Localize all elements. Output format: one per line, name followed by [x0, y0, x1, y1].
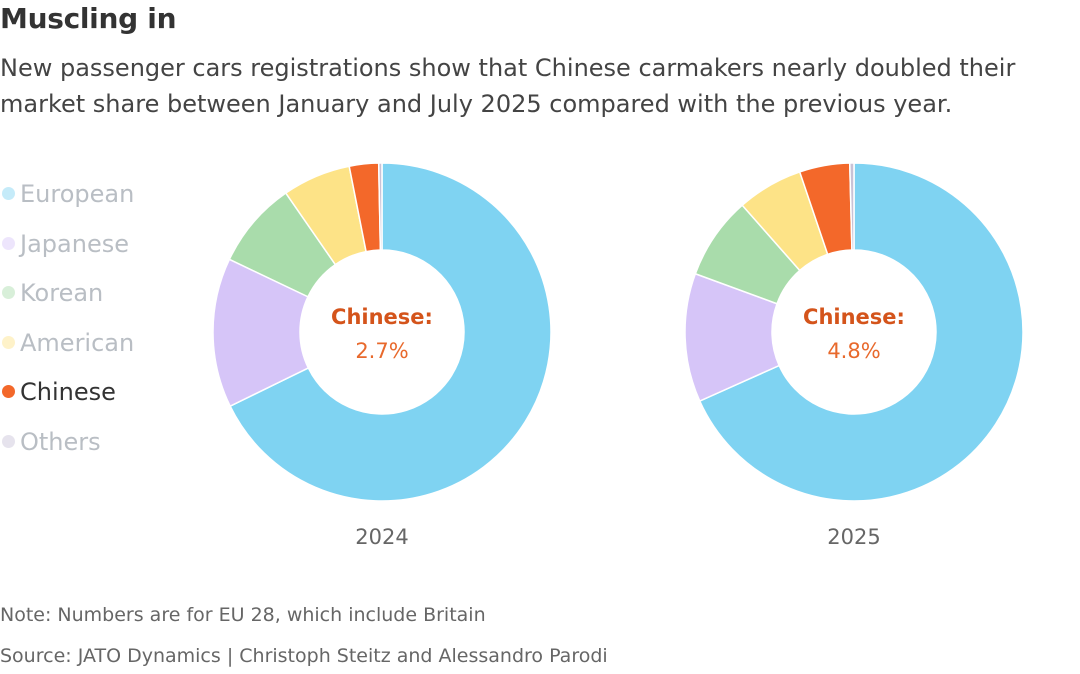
slice-2024-others[interactable]: [377, 162, 383, 251]
center-value-2025: 4.8%: [827, 339, 880, 363]
legend-label-japanese: Japanese: [20, 229, 129, 258]
legend-item-european[interactable]: European: [0, 176, 180, 226]
legend-item-korean[interactable]: Korean: [0, 275, 180, 325]
legend-dot-japanese: [2, 236, 15, 250]
legend-item-japanese[interactable]: Japanese: [0, 226, 180, 276]
slice-2024-european[interactable]: [229, 162, 552, 502]
chart-title: Muscling in: [0, 2, 177, 35]
legend-dot-american: [2, 335, 15, 349]
chart-subtitle: New passenger cars registrations show th…: [0, 54, 1016, 118]
legend-label-chinese: Chinese: [20, 378, 116, 406]
slice-2024-japanese[interactable]: [212, 258, 310, 408]
legend-label-others: Others: [20, 427, 101, 456]
slice-2025-others[interactable]: [848, 162, 855, 251]
center-label-2025: Chinese:: [803, 305, 905, 329]
footer-note: Note: Numbers are for EU 28, which inclu…: [0, 604, 486, 626]
legend-item-chinese[interactable]: Chinese: [0, 374, 180, 424]
center-label-2024: Chinese:: [331, 305, 433, 329]
legend-dot-korean: [2, 286, 15, 299]
year-label-2025: 2025: [827, 525, 880, 549]
legend-item-american[interactable]: American: [0, 325, 180, 375]
footer-source: Source: JATO Dynamics | Christoph Steitz…: [0, 645, 608, 667]
legend-label-korean: Korean: [20, 279, 104, 307]
legend-item-others[interactable]: Others: [0, 424, 180, 474]
legend: European Japanese Korean American Chines…: [0, 176, 180, 473]
center-value-2024: 2.7%: [355, 339, 408, 363]
legend-dot-others: [2, 434, 15, 448]
legend-dot-european: [2, 187, 15, 200]
legend-label-european: European: [20, 180, 135, 208]
legend-dot-chinese: [2, 385, 15, 398]
slice-2025-european[interactable]: [698, 162, 1024, 502]
year-label-2024: 2024: [355, 525, 408, 549]
legend-label-american: American: [20, 328, 135, 357]
